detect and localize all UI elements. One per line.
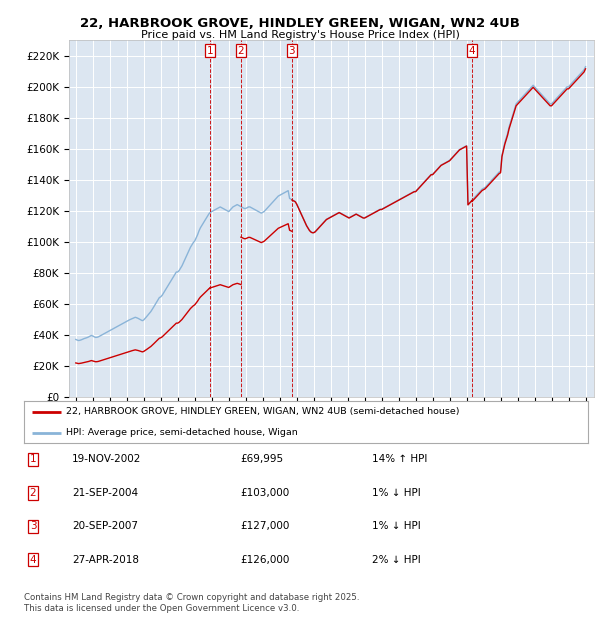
Text: 2: 2: [238, 46, 244, 56]
Text: 21-SEP-2004: 21-SEP-2004: [72, 488, 138, 498]
Text: HPI: Average price, semi-detached house, Wigan: HPI: Average price, semi-detached house,…: [66, 428, 298, 437]
Text: £126,000: £126,000: [240, 555, 289, 565]
Text: 3: 3: [289, 46, 295, 56]
Text: £127,000: £127,000: [240, 521, 289, 531]
Text: 4: 4: [29, 555, 37, 565]
Text: 14% ↑ HPI: 14% ↑ HPI: [372, 454, 427, 464]
Text: 1% ↓ HPI: 1% ↓ HPI: [372, 488, 421, 498]
Text: Contains HM Land Registry data © Crown copyright and database right 2025.
This d: Contains HM Land Registry data © Crown c…: [24, 593, 359, 613]
Text: 22, HARBROOK GROVE, HINDLEY GREEN, WIGAN, WN2 4UB: 22, HARBROOK GROVE, HINDLEY GREEN, WIGAN…: [80, 17, 520, 30]
Text: £69,995: £69,995: [240, 454, 283, 464]
Text: 1: 1: [206, 46, 213, 56]
Text: 3: 3: [29, 521, 37, 531]
Text: 1% ↓ HPI: 1% ↓ HPI: [372, 521, 421, 531]
Text: 4: 4: [469, 46, 475, 56]
Text: 1: 1: [29, 454, 37, 464]
Text: £103,000: £103,000: [240, 488, 289, 498]
Text: 19-NOV-2002: 19-NOV-2002: [72, 454, 142, 464]
Text: 22, HARBROOK GROVE, HINDLEY GREEN, WIGAN, WN2 4UB (semi-detached house): 22, HARBROOK GROVE, HINDLEY GREEN, WIGAN…: [66, 407, 460, 416]
Text: 2% ↓ HPI: 2% ↓ HPI: [372, 555, 421, 565]
Text: 2: 2: [29, 488, 37, 498]
Text: Price paid vs. HM Land Registry's House Price Index (HPI): Price paid vs. HM Land Registry's House …: [140, 30, 460, 40]
Text: 27-APR-2018: 27-APR-2018: [72, 555, 139, 565]
Text: 20-SEP-2007: 20-SEP-2007: [72, 521, 138, 531]
